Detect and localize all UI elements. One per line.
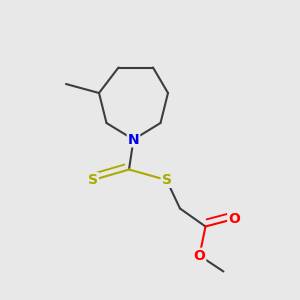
Text: O: O [194, 249, 206, 262]
Text: O: O [228, 212, 240, 226]
Text: N: N [128, 133, 139, 146]
Text: S: S [161, 173, 172, 187]
Text: S: S [88, 173, 98, 187]
